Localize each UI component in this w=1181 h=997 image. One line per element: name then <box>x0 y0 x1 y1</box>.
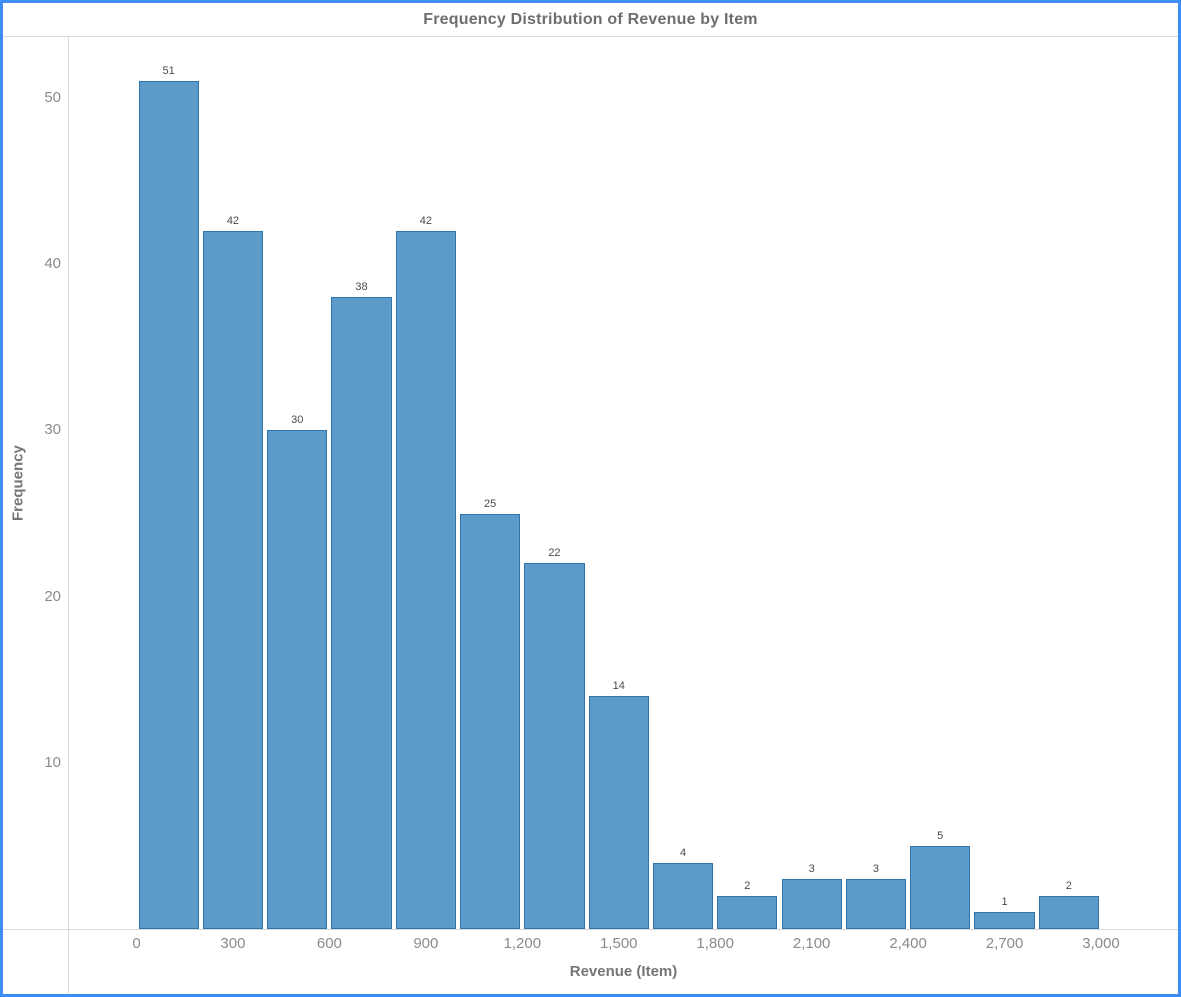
y-tick-label: 10 <box>44 753 61 771</box>
histogram-bar[interactable] <box>460 513 521 929</box>
histogram-bar[interactable] <box>202 230 264 929</box>
bar-value-label: 14 <box>612 680 625 693</box>
histogram-bar[interactable] <box>588 696 649 929</box>
x-tick-label: 0 <box>132 935 141 952</box>
bar-value-label: 1 <box>1001 896 1008 909</box>
bar-value-label: 2 <box>744 879 751 892</box>
bar-value-label: 42 <box>226 214 240 227</box>
x-axis-title: Revenue (Item) <box>569 963 678 980</box>
x-tick-label: 300 <box>220 935 246 952</box>
x-tick-label: 3,000 <box>1082 935 1120 952</box>
y-tick-label: 40 <box>44 255 61 273</box>
x-tick-label: 1,200 <box>503 935 542 952</box>
plot-area: 51 42 30 38 42 25 22 14 4 2 3 3 5 1 2 0 300 600 900 1,200 1,… <box>3 3 1178 994</box>
bar-value-label: 3 <box>872 863 879 876</box>
histogram-bar[interactable] <box>717 895 778 929</box>
x-tick-label: 2,700 <box>985 935 1024 952</box>
bar-value-label: 4 <box>679 846 687 859</box>
histogram-bar[interactable] <box>652 862 714 929</box>
bar-value-label: 5 <box>937 829 944 842</box>
histogram-bar[interactable] <box>910 845 971 929</box>
title-divider <box>3 36 1178 37</box>
bar-value-label: 42 <box>419 214 432 227</box>
histogram-bar[interactable] <box>1038 895 1099 929</box>
y-tick-label: 30 <box>44 421 61 439</box>
chart-title: Frequency Distribution of Revenue by Ite… <box>423 10 758 28</box>
histogram-bar[interactable] <box>781 879 842 929</box>
x-tick-label: 2,100 <box>792 935 831 952</box>
bar-value-label: 3 <box>808 863 815 876</box>
title-band: Frequency Distribution of Revenue by Ite… <box>3 3 1178 36</box>
y-tick-label: 50 <box>44 89 61 106</box>
histogram-bar[interactable] <box>331 297 392 929</box>
y-axis-line <box>68 37 69 994</box>
bar-value-label: 38 <box>355 281 368 294</box>
bar-value-label: 2 <box>1065 879 1072 892</box>
histogram-bar[interactable] <box>138 81 199 929</box>
y-tick-label: 20 <box>44 587 61 605</box>
x-axis-line <box>3 929 1178 930</box>
histogram-bar[interactable] <box>524 563 585 929</box>
x-tick-label: 1,500 <box>599 935 638 952</box>
histogram-bar[interactable] <box>395 230 456 929</box>
histogram-bar[interactable] <box>267 430 328 929</box>
x-tick-label: 1,800 <box>696 935 734 952</box>
bar-value-label: 30 <box>291 414 304 427</box>
bar-value-label: 22 <box>548 547 561 560</box>
x-tick-label: 900 <box>413 935 439 952</box>
y-axis-title: Frequency <box>9 445 27 521</box>
bar-value-label: 25 <box>484 497 497 510</box>
histogram-bar[interactable] <box>845 879 907 929</box>
bar-value-label: 51 <box>162 65 175 78</box>
histogram-bar[interactable] <box>974 912 1035 929</box>
x-tick-label: 600 <box>316 935 342 952</box>
x-tick-label: 2,400 <box>889 935 927 952</box>
